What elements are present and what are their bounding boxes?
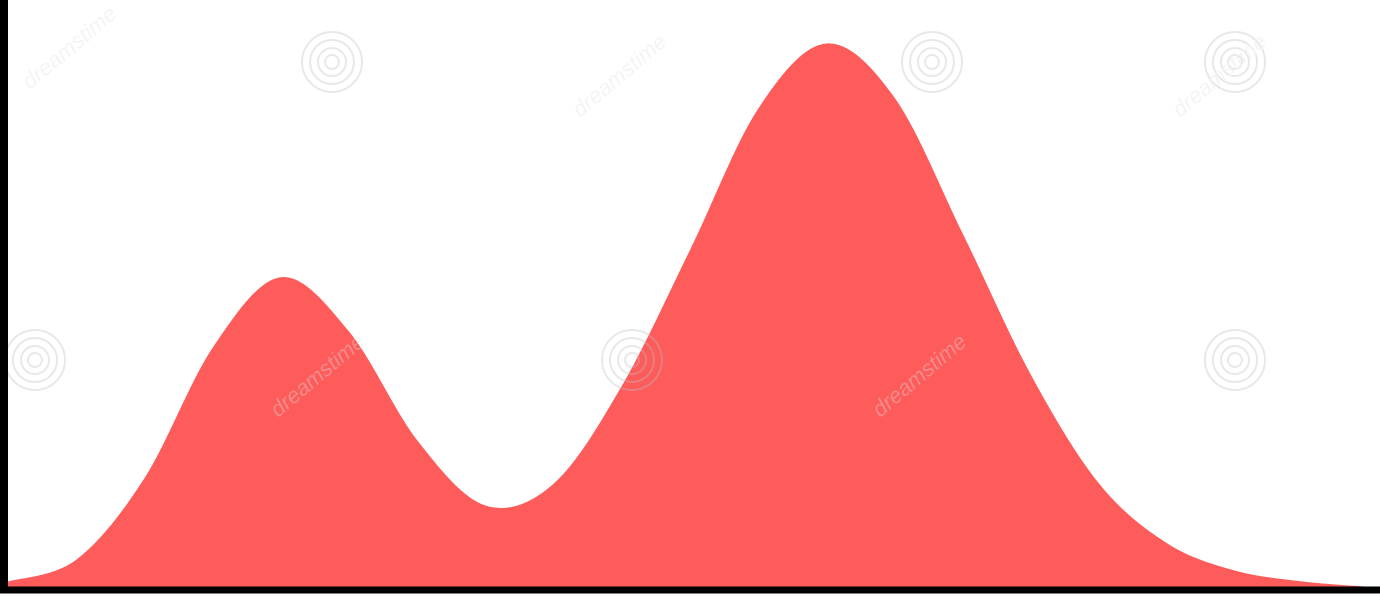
area-series-fill [8, 43, 1372, 587]
watermark-text: dreamstime [17, 1, 121, 94]
watermark-text: dreamstime [1167, 29, 1271, 122]
watermark-text: dreamstime [567, 29, 671, 122]
spiral-logo-icon [601, 329, 663, 391]
spiral-logo-icon [1204, 329, 1266, 391]
spiral-logo-icon [4, 329, 66, 391]
watermark-layer: dreamstime dreamstime dreamstimedreamstime… [4, 1, 1271, 422]
spiral-logo-icon [301, 31, 363, 93]
spiral-logo-icon [901, 31, 963, 93]
spiral-logo-icon [1204, 31, 1266, 93]
